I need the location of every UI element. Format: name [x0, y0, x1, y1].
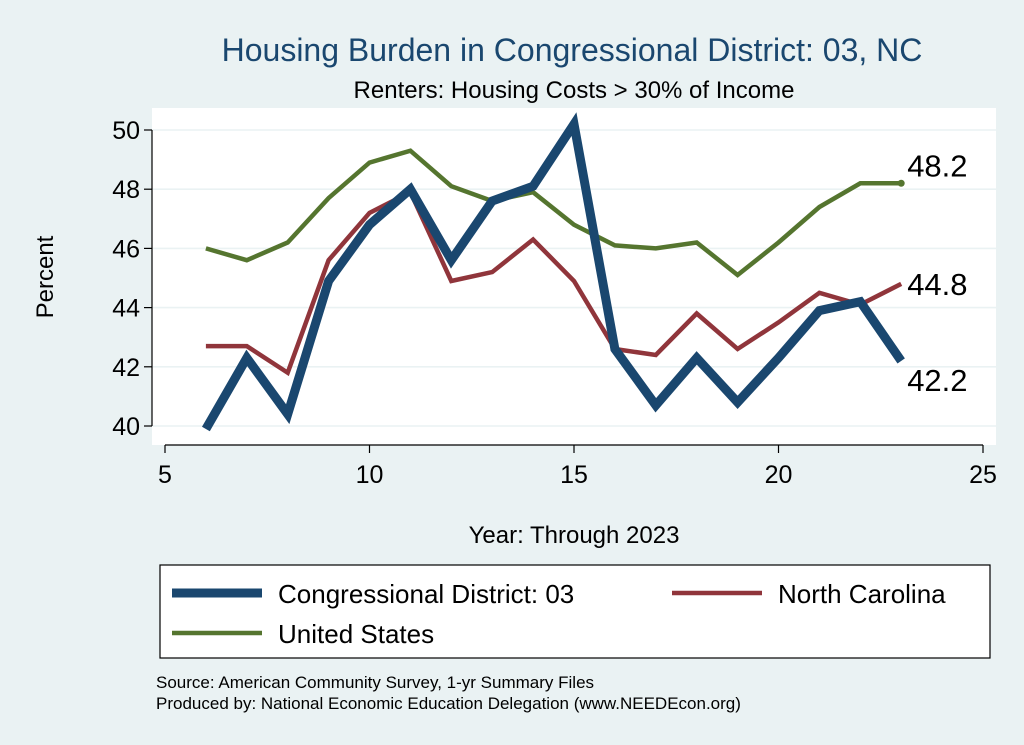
end-label: 42.2	[907, 363, 967, 398]
x-axis-label: Year: Through 2023	[469, 522, 680, 549]
legend-label: Congressional District: 03	[278, 579, 574, 609]
y-tick-label: 44	[112, 295, 140, 323]
chart-title: Housing Burden in Congressional District…	[222, 32, 923, 68]
y-tick-label: 42	[112, 354, 140, 382]
source-note: Source: American Community Survey, 1-yr …	[156, 673, 594, 692]
us-end-marker	[897, 179, 905, 187]
chart-subtitle: Renters: Housing Costs > 30% of Income	[354, 77, 795, 104]
series-line-congressional-district-03	[201, 112, 905, 432]
legend-box	[159, 564, 991, 659]
legend-label: United States	[278, 619, 434, 649]
producer-note: Produced by: National Economic Education…	[156, 694, 741, 713]
legend-label: North Carolina	[778, 579, 946, 609]
y-tick-label: 48	[112, 176, 140, 204]
series-line-united-states	[205, 148, 902, 278]
x-tick-label: 25	[969, 461, 997, 489]
series-lines	[201, 112, 905, 432]
legend: Congressional District: 03 North Carolina…	[159, 564, 991, 659]
y-axis-label: Percent	[32, 235, 59, 318]
x-tick-label: 10	[356, 461, 384, 489]
end-label: 48.2	[907, 148, 967, 183]
end-labels: 42.2 44.8 48.2	[907, 148, 967, 398]
y-tick-label: 46	[112, 235, 140, 263]
x-tick-label: 5	[158, 461, 172, 489]
series-line-north-carolina	[205, 189, 903, 377]
x-tick-label: 15	[560, 461, 588, 489]
y-tick-label: 50	[112, 117, 140, 145]
end-label: 44.8	[907, 267, 967, 302]
x-tick-label: 20	[765, 461, 793, 489]
y-tick-label: 40	[112, 413, 140, 441]
axes: 40 42 44 46 48 50 5 10 15 20 25	[112, 117, 997, 489]
